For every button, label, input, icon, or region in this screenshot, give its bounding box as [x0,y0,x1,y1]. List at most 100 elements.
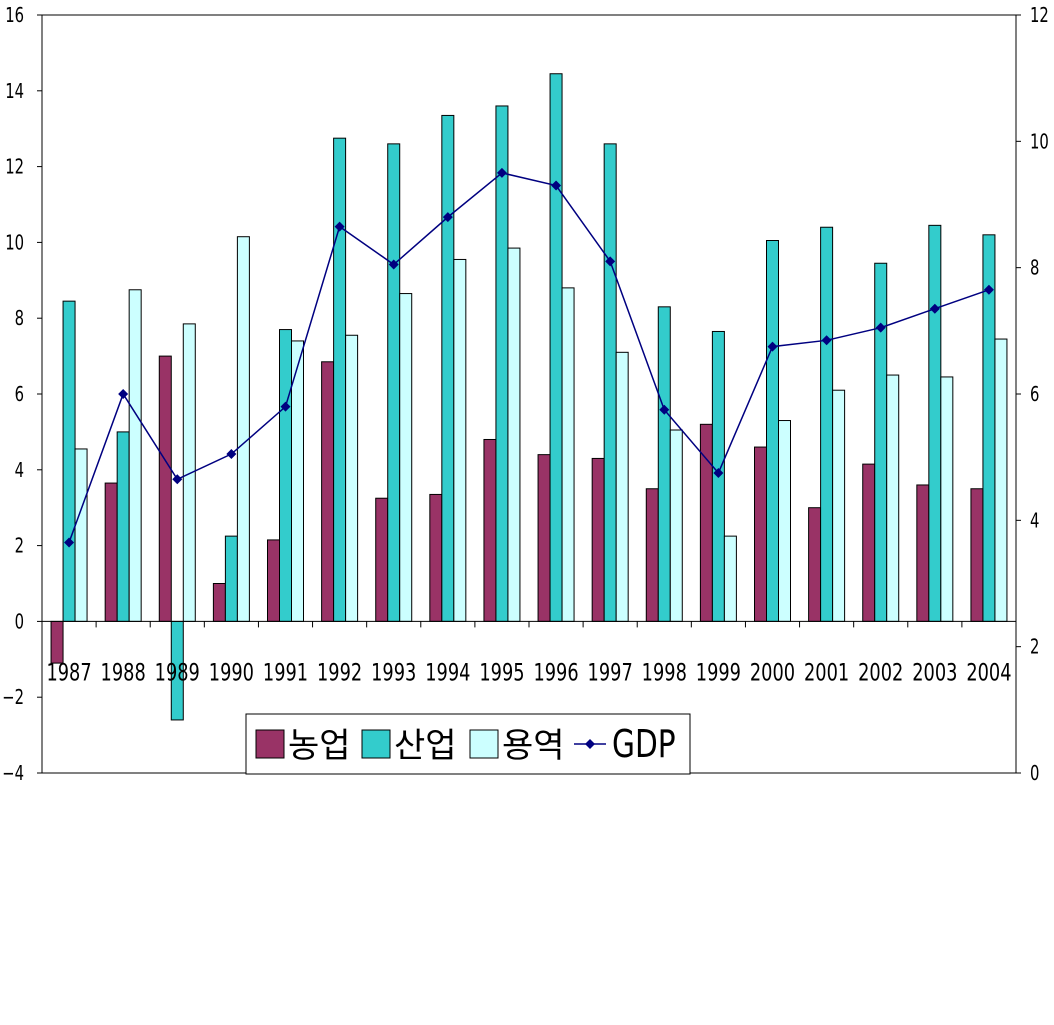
y-right-tick-label: 12 [1030,5,1049,28]
point-GDP-1995 [496,167,507,178]
bar-용역-1997 [615,351,629,622]
point-GDP-2004 [983,284,994,295]
y-right-tick-label: 10 [1030,131,1049,154]
bar-농업-2000 [754,446,767,622]
bar-산업-2000 [766,240,779,622]
bar-용역-1999 [723,535,737,622]
bar-산업-1990 [224,535,238,622]
bar-농업-1989 [158,355,172,622]
y-right-tick-label: 8 [1030,258,1039,281]
bar-용역-1988 [128,289,142,622]
bar-농업-1997 [591,457,605,622]
legend-swatch-농업 [255,729,285,759]
y-left-tick-label: 2 [15,536,24,559]
point-GDP-1994 [442,212,453,223]
bar-용역-1994 [453,258,467,622]
x-tick-label: 2000 [750,658,795,686]
bar-산업-1995 [495,105,509,622]
y-left-tick-label: −2 [2,687,24,710]
bar-group [50,73,1008,721]
x-tick-label: 1999 [696,658,741,686]
legend-swatch-용역 [469,729,499,759]
bar-농업-1993 [375,497,389,622]
point-GDP-1999 [713,467,724,478]
bar-산업-2002 [874,262,888,622]
legend-label-GDP: GDP [612,722,676,767]
legend-label-농업: 농업 [288,726,351,766]
bar-산업-1994 [441,114,455,622]
point-GDP-1996 [551,180,562,191]
y-left-tick-label: −4 [2,763,24,786]
bar-농업-2002 [862,463,876,622]
x-tick-label: 1994 [425,658,470,686]
point-GDP-2000 [767,341,778,352]
y-left-tick-label: 4 [15,460,24,483]
x-tick-label: 2001 [804,658,849,686]
bar-용역-2002 [886,374,900,622]
bar-농업-1992 [321,361,335,622]
legend-marker-GDP [585,739,595,749]
point-GDP-1992 [334,221,345,232]
bar-산업-1998 [657,306,671,622]
bar-용역-1996 [561,287,575,622]
x-tick-label: 1988 [101,658,146,686]
bar-용역-2001 [832,389,846,622]
point-GDP-1990 [226,449,237,460]
bar-산업-2003 [928,224,942,622]
bar-용역-2004 [994,338,1008,622]
point-GDP-2003 [929,303,940,314]
x-tick-label: 2003 [912,658,957,686]
point-GDP-2002 [875,322,886,333]
x-tick-label: 1990 [209,658,254,686]
bar-용역-1990 [236,236,250,622]
bar-용역-1989 [182,323,196,622]
y-left-tick-label: 16 [5,5,24,28]
bar-산업-1988 [116,431,130,622]
x-tick-label: 1987 [46,658,91,686]
x-tick-label: 1993 [371,658,416,686]
y-right-tick-label: 0 [1030,763,1039,786]
bar-산업-1987 [62,300,76,622]
y-left-tick-label: 12 [5,157,24,180]
bar-농업-1998 [645,488,659,622]
bar-산업-2001 [820,226,834,622]
bar-용역-1995 [507,247,521,622]
x-tick-label: 2002 [858,658,903,686]
bar-용역-1998 [669,429,683,622]
legend: 농업 산업 용역 GDP [245,713,691,775]
bar-농업-2004 [970,488,984,622]
x-tick-label: 1996 [533,658,578,686]
x-tick-label: 1991 [263,658,308,686]
y-left-tick-label: 10 [5,232,24,255]
point-GDP-1987 [64,537,75,548]
point-GDP-1991 [280,401,291,412]
x-tick-label: 1989 [155,658,200,686]
point-GDP-1993 [388,259,399,270]
bar-용역-1987 [74,448,88,622]
y-left-tick-label: 0 [15,611,24,634]
point-GDP-2001 [821,335,832,346]
point-GDP-1989 [172,474,183,485]
x-tick-label: 1997 [588,658,633,686]
y-left-tick-label: 14 [5,81,24,104]
x-tick-label: 1998 [642,658,687,686]
axes-group: 1987 1988 1989 1990 1991 1992 1993 1994 1995 1996… [2,5,1049,786]
bar-농업-1991 [267,539,280,622]
bar-농업-2001 [808,507,822,622]
bar-산업-1997 [603,143,617,622]
series-line-GDP [68,172,990,543]
x-tick-label: 1995 [479,658,524,686]
legend-label-용역: 용역 [502,726,565,766]
x-tick-label: 2004 [966,658,1011,686]
bar-농업-1990 [212,583,226,622]
x-tick-label: 1992 [317,658,362,686]
bar-농업-2003 [916,484,930,622]
bar-농업-1994 [429,493,443,622]
bar-용역-1993 [399,293,413,622]
y-left-tick-label: 8 [15,308,24,331]
legend-label-산업: 산업 [394,726,457,766]
bar-농업-1996 [537,454,551,622]
bar-농업-1988 [104,482,118,622]
legend-swatch-산업 [361,729,391,759]
